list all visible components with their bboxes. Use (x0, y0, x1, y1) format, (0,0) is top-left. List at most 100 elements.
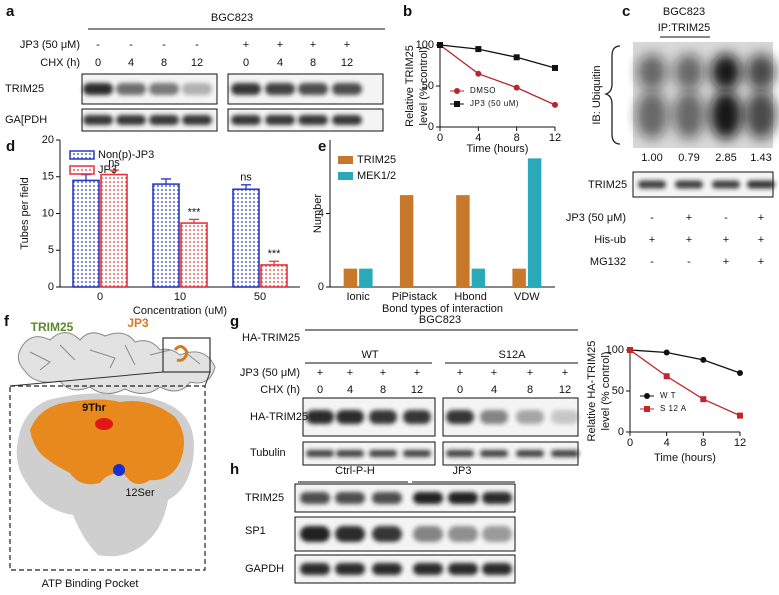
treatment-sign: + (649, 234, 655, 246)
bar (100, 173, 128, 288)
legend-label: W T (660, 391, 676, 400)
quantification: 0.79 (678, 152, 699, 164)
blot-frame (294, 516, 516, 552)
band (300, 526, 330, 542)
marker (513, 84, 520, 91)
legend-label: JP3 (50 uM) (470, 99, 519, 108)
blot-label: TRIM25 (5, 83, 44, 95)
band (403, 410, 431, 424)
legend-label: Non(p)-JP3 (98, 149, 154, 161)
panel-label: f (4, 313, 10, 330)
legend-marker (454, 88, 460, 94)
band (300, 563, 330, 575)
treatment-sign: + (527, 367, 533, 379)
error-bar (109, 169, 119, 175)
bar (343, 268, 358, 287)
blot-label: GA[PDH (5, 114, 47, 126)
smear (745, 91, 777, 139)
band (182, 115, 212, 125)
band (369, 450, 397, 457)
treatment-sign: + (686, 212, 692, 224)
treatment-sign: + (277, 39, 283, 51)
label: JP3 (50 μM) (20, 39, 80, 51)
marker (737, 369, 743, 376)
label: JP3 (50 μM) (566, 212, 626, 224)
treatment-sign: + (562, 367, 568, 379)
y-tick-label: 20 (42, 134, 54, 146)
zoom-lines (9, 371, 211, 387)
y-tick-label: 0 (318, 281, 324, 293)
ligand (173, 345, 189, 362)
band (372, 492, 402, 504)
smear (710, 91, 742, 139)
x-tick-label: 12 (734, 437, 746, 449)
zoom-box (162, 337, 211, 373)
legend-label: JP3 (98, 164, 117, 176)
bar (72, 179, 100, 288)
x-tick-label: Hbond (454, 291, 486, 303)
x-tick-label: 10 (174, 291, 186, 303)
treatment-sign: + (758, 234, 764, 246)
y-tick-label: 15 (42, 171, 54, 183)
x-tick-label: VDW (514, 291, 540, 303)
marker (475, 70, 482, 77)
band (482, 526, 512, 542)
band (116, 83, 146, 95)
time-point: 12 (559, 384, 571, 396)
x-tick-label: 4 (475, 132, 481, 144)
label: ATP Binding Pocket (42, 578, 139, 590)
panel-label: d (6, 138, 15, 155)
bar (260, 264, 288, 288)
x-tick-label: 4 (664, 437, 670, 449)
y-tick-label: 0 (618, 426, 624, 438)
label: Ctrl-P-H (335, 465, 375, 477)
time-point: 12 (411, 384, 423, 396)
band (403, 450, 431, 457)
treatment-sign: + (414, 367, 420, 379)
label: JP3 (127, 316, 149, 330)
band (413, 526, 443, 542)
time-point: 8 (380, 384, 386, 396)
time-point: 8 (310, 57, 316, 69)
treatment-sign: + (344, 39, 350, 51)
x-tick-label: 0 (627, 437, 633, 449)
treatment-sign: + (686, 234, 692, 246)
y-tick-label: 5 (48, 244, 54, 256)
band (448, 492, 478, 504)
significance-label: ns (240, 172, 252, 184)
label: BGC823 (211, 12, 253, 24)
blot-label: Tubulin (250, 447, 286, 459)
treatment-sign: - (129, 39, 133, 51)
band (712, 180, 740, 189)
band (298, 115, 328, 125)
band (480, 450, 508, 457)
y-tick-label: 50 (612, 385, 624, 397)
treatment-sign: + (723, 234, 729, 246)
bar (512, 268, 526, 287)
legend-marker (644, 406, 650, 412)
bar (399, 195, 414, 287)
band (336, 410, 364, 424)
marker (663, 373, 670, 380)
panel-label: b (403, 3, 412, 20)
treatment-sign: + (310, 39, 316, 51)
band (116, 115, 146, 125)
label: JP3 (453, 465, 472, 477)
band (413, 563, 443, 575)
marker (663, 349, 670, 356)
bar (456, 195, 470, 287)
bar (152, 183, 180, 288)
blot-frame (294, 483, 516, 513)
error-bar (161, 178, 171, 185)
band (335, 526, 365, 542)
marker (552, 101, 558, 108)
marker (700, 396, 707, 403)
band (149, 115, 179, 125)
treatment-sign: + (758, 256, 764, 268)
label: BGC823 (663, 6, 705, 18)
marker (513, 54, 520, 61)
x-tick-label: 0 (97, 291, 103, 303)
smear (746, 54, 776, 90)
